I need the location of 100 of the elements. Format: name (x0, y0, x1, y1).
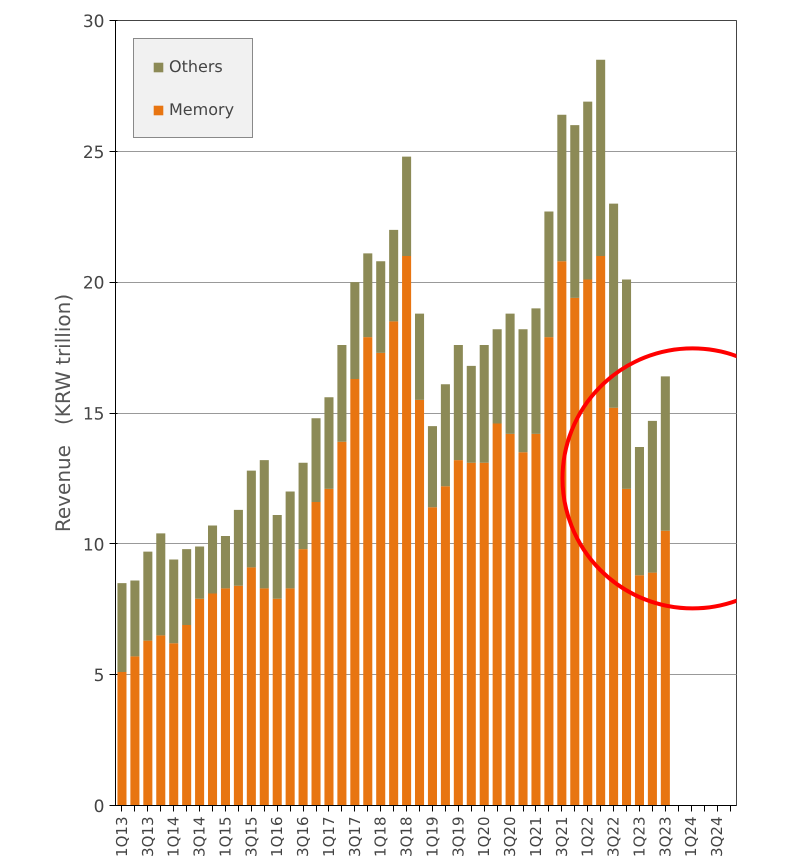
x-tick-label: 3Q23 (656, 816, 674, 857)
bar (634, 447, 644, 576)
bar (622, 280, 632, 489)
bar (596, 256, 606, 806)
bar (648, 572, 657, 806)
bar (544, 212, 554, 338)
bar (648, 420, 657, 573)
y-tick-label: 0 (94, 797, 105, 817)
bar (182, 624, 192, 806)
y-tick-label: 5 (94, 666, 105, 686)
bar (208, 526, 218, 594)
bar (298, 549, 308, 806)
legend-label: Memory (169, 100, 234, 119)
bar (492, 329, 502, 424)
y-tick-label: 15 (82, 404, 105, 424)
bar (156, 635, 166, 806)
bar (376, 352, 386, 806)
bar (609, 204, 618, 408)
bar (634, 575, 644, 806)
bar (260, 460, 269, 588)
bar (531, 308, 540, 434)
bar (570, 298, 580, 806)
bar (402, 156, 412, 256)
bar (312, 418, 321, 502)
bar (298, 462, 308, 550)
bar (389, 321, 398, 806)
bar (415, 314, 424, 400)
bar (272, 515, 282, 599)
bar (440, 384, 450, 486)
bar (583, 102, 592, 280)
bar (480, 462, 489, 806)
bar (440, 486, 450, 806)
x-tick-label: 1Q21 (526, 816, 545, 857)
bar (337, 442, 346, 806)
bar (260, 588, 269, 806)
bar (506, 314, 515, 434)
bar (182, 549, 192, 625)
bar (220, 588, 230, 806)
bar (428, 426, 437, 508)
bar (660, 530, 670, 806)
bar (246, 567, 256, 806)
bar (518, 329, 528, 452)
x-tick-label: 3Q18 (398, 816, 416, 857)
bar (169, 560, 178, 644)
bar (609, 408, 618, 806)
bar (324, 397, 334, 489)
bar (169, 643, 178, 806)
bar (557, 114, 566, 262)
bar (337, 344, 346, 442)
bar (130, 580, 140, 656)
x-tick-label: 1Q16 (268, 816, 286, 857)
bar (415, 400, 424, 806)
x-tick-label: 1Q17 (320, 816, 338, 857)
x-tick-label: 3Q14 (190, 816, 209, 857)
bar (622, 488, 632, 806)
x-tick-label: 3Q19 (449, 816, 468, 857)
y-tick-label: 20 (82, 274, 105, 294)
bar (286, 492, 295, 588)
bar (312, 502, 321, 806)
bar (130, 656, 140, 806)
y-tick-label: 10 (82, 535, 105, 556)
bar (402, 256, 412, 806)
bar (246, 470, 256, 568)
bar (583, 280, 592, 806)
bar (506, 434, 515, 806)
bar (389, 230, 398, 322)
bar (350, 282, 360, 379)
bar (544, 337, 554, 806)
bar (220, 536, 230, 588)
bar (480, 344, 489, 463)
x-tick-label: 3Q15 (242, 816, 260, 857)
bar (286, 588, 295, 806)
bar (234, 586, 243, 806)
x-tick-label: 1Q18 (372, 816, 390, 857)
x-tick-label: 1Q15 (216, 816, 234, 857)
bar (208, 594, 218, 806)
bar (660, 376, 670, 531)
x-tick-label: 3Q22 (604, 816, 623, 857)
x-tick-label: 1Q20 (475, 816, 494, 857)
x-tick-label: 3Q21 (552, 816, 571, 857)
bar (466, 462, 476, 806)
bar (454, 460, 463, 806)
x-tick-label: 3Q20 (501, 816, 520, 857)
bar (454, 344, 463, 460)
x-tick-label: 1Q22 (578, 816, 597, 857)
bar (195, 598, 204, 806)
y-tick-label: 25 (82, 142, 105, 163)
x-tick-label: 3Q13 (138, 816, 157, 857)
bar (234, 510, 243, 586)
bar (466, 366, 476, 463)
x-tick-label: 1Q14 (164, 816, 183, 857)
y-axis-title: Revenue (KRW trillion) (50, 294, 75, 532)
bar (492, 423, 502, 806)
bar (350, 378, 360, 806)
bar (363, 337, 372, 806)
bar (143, 640, 152, 806)
x-tick-label: 1Q24 (682, 816, 700, 857)
bar (143, 552, 152, 641)
bar (557, 261, 566, 806)
bar (596, 60, 606, 256)
